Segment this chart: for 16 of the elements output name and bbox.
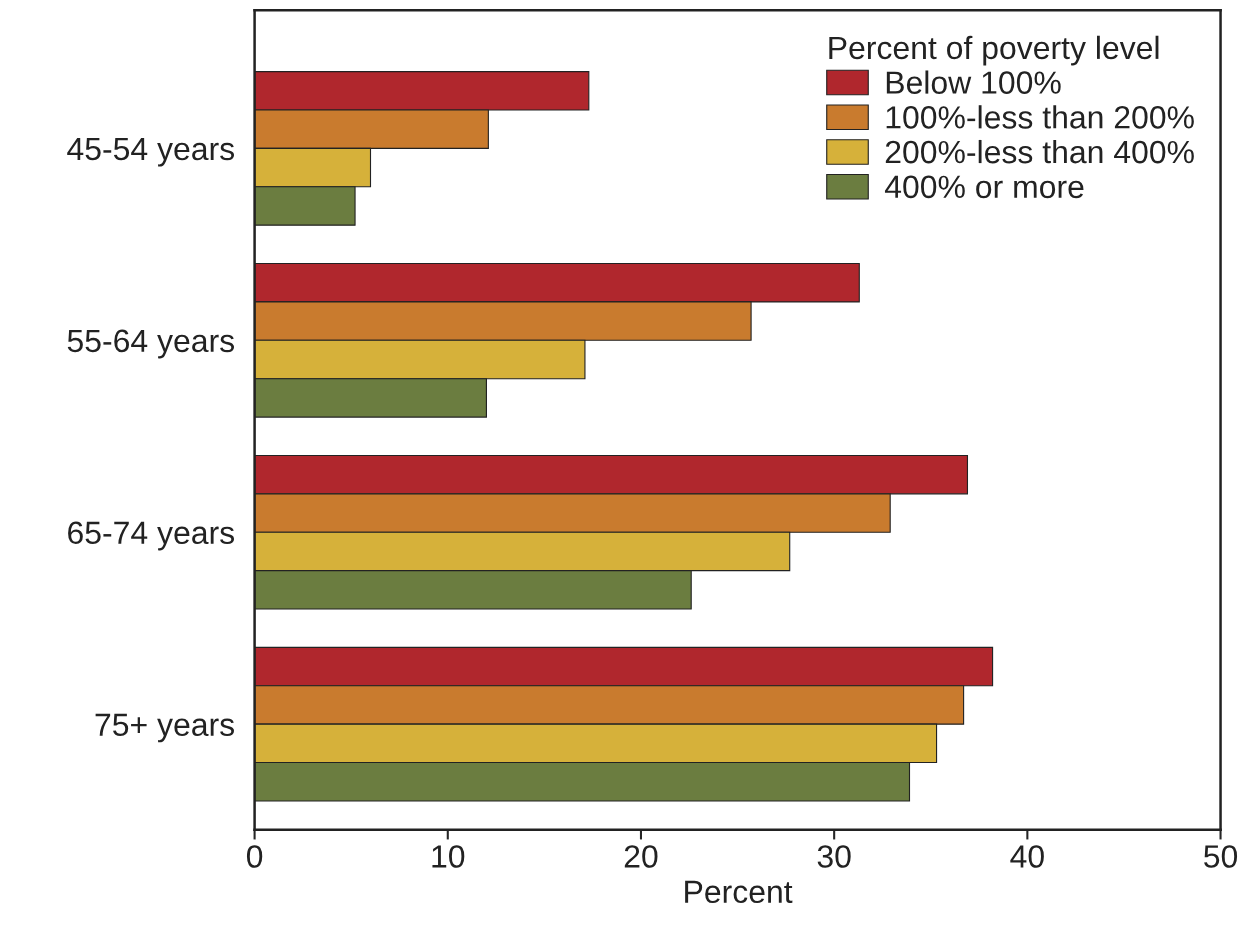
y-tick-label: 65-74 years bbox=[68, 521, 235, 551]
x-axis-title: Percent bbox=[685, 880, 793, 904]
y-tick-label: 75+ years bbox=[95, 713, 234, 743]
legend-label: Below 100% bbox=[886, 70, 1061, 94]
x-tick-label: 10 bbox=[432, 845, 465, 868]
x-tick-label: 30 bbox=[817, 845, 851, 868]
legend-label: 100%-less than 200% bbox=[886, 105, 1194, 129]
legend-label: 200%-less than 400% bbox=[885, 139, 1194, 164]
x-tick-label: 0 bbox=[246, 845, 263, 868]
y-tick-label: 55-64 years bbox=[67, 329, 235, 359]
legend-title: Percent of poverty level bbox=[829, 35, 1159, 66]
x-tick-label: 50 bbox=[1204, 845, 1238, 868]
y-tick-label: 45-54 years bbox=[67, 137, 235, 167]
x-tick-label: 40 bbox=[1010, 845, 1044, 868]
x-tick-label: 20 bbox=[624, 845, 658, 868]
legend-label: 400% or more bbox=[884, 175, 1084, 199]
